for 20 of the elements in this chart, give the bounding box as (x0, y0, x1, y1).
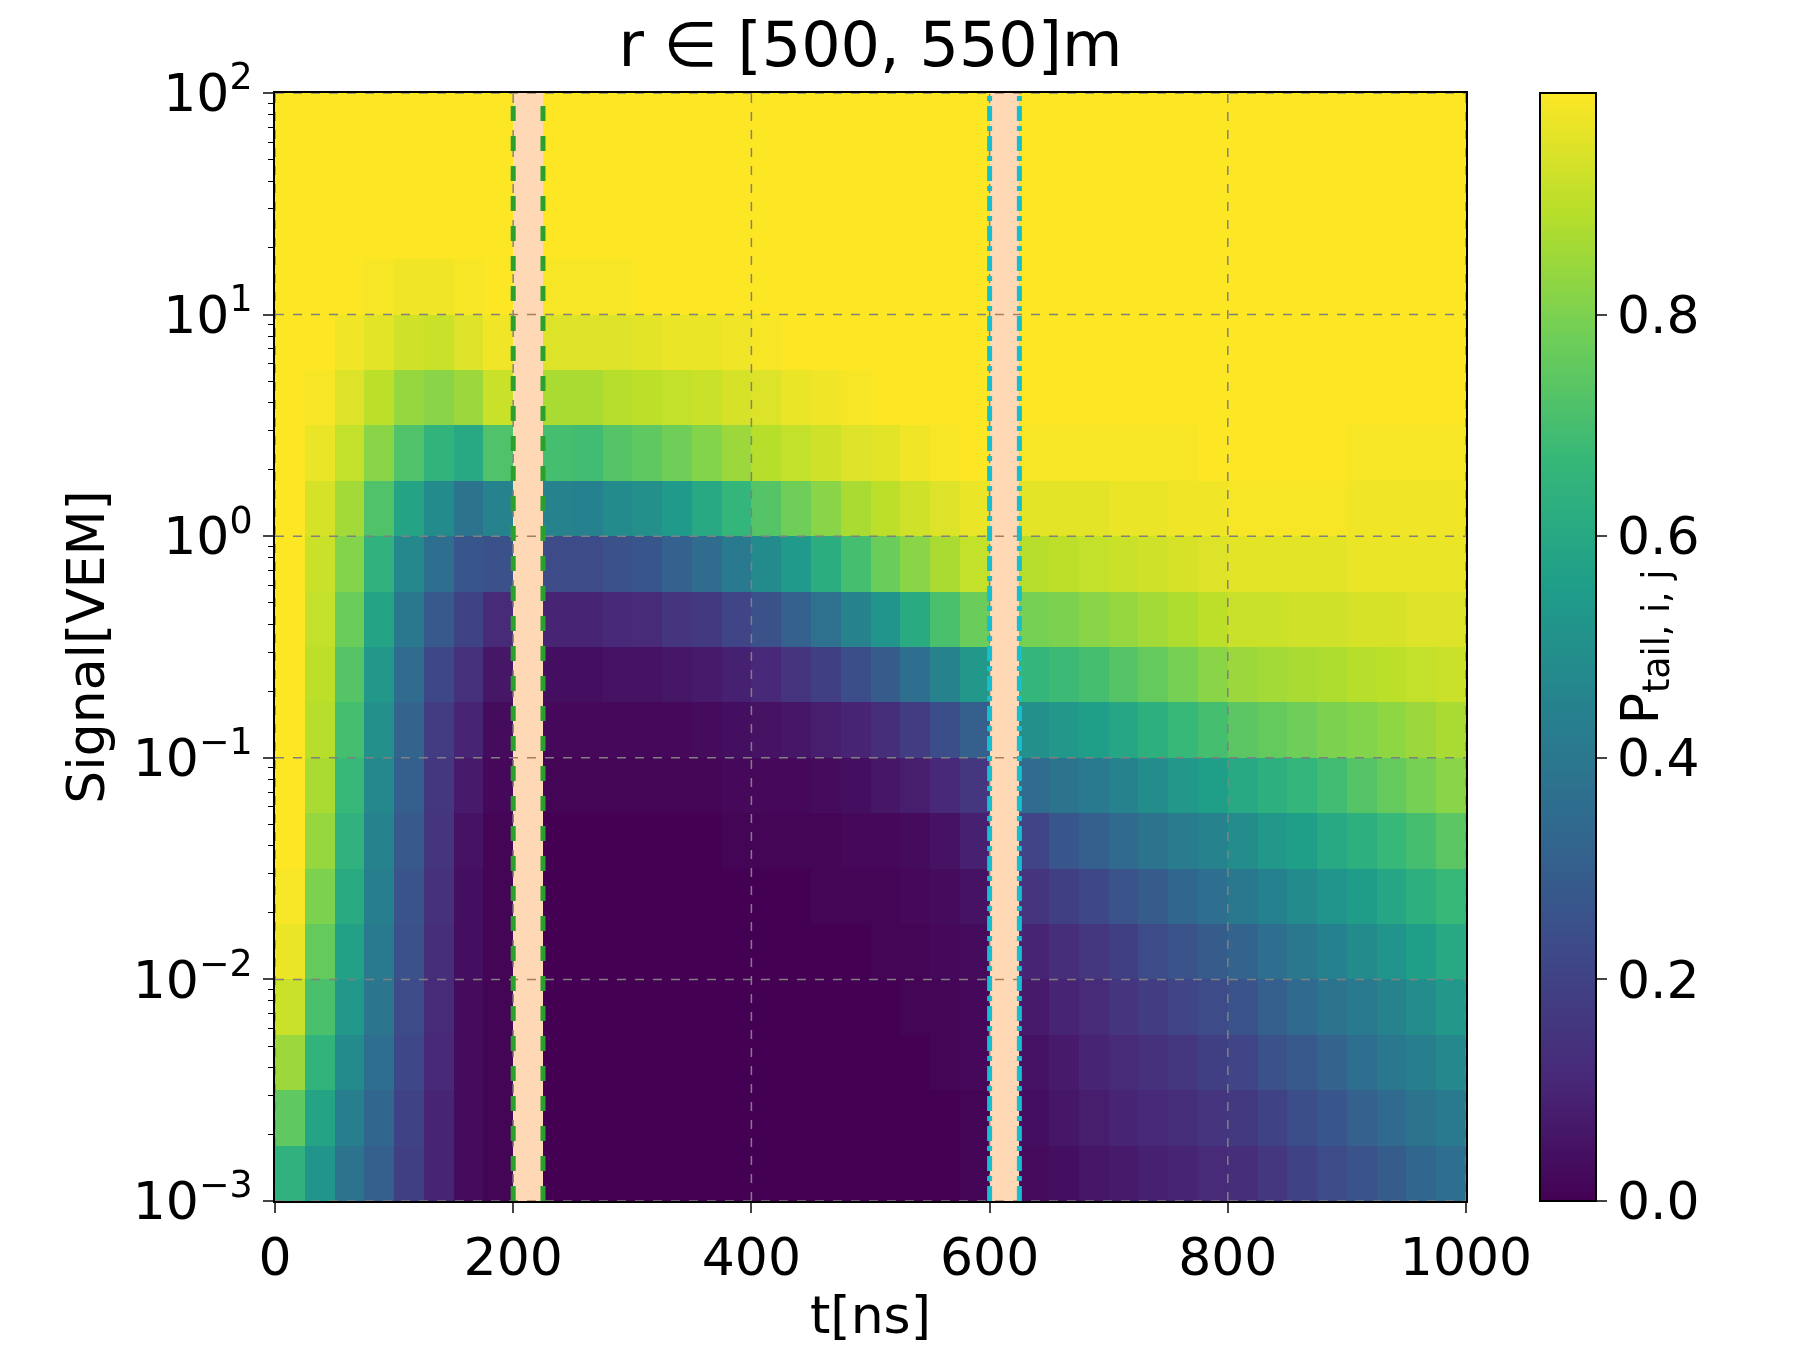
y-axis-title: Signal[VEM] (55, 490, 116, 804)
color-bar-label: 0.2 (1616, 949, 1700, 1010)
color-bar-label: 0.0 (1616, 1171, 1700, 1232)
y-tick-label: 10$^{0}$ (163, 498, 253, 567)
chart-title: r ∈ [500, 550]m (618, 7, 1123, 81)
y-tick-label: 10$^{−2}$ (132, 941, 253, 1010)
y-tick-label: 10$^{2}$ (163, 55, 253, 124)
x-tick-label: 400 (701, 1227, 802, 1288)
color-bar-label: 0.6 (1616, 506, 1700, 567)
color-bar-label: 0.8 (1616, 284, 1700, 345)
y-tick-label: 10$^{1}$ (163, 276, 253, 345)
y-tick-label: 10$^{−1}$ (132, 720, 253, 788)
y-tick-label: 10$^{−3}$ (132, 1163, 253, 1232)
x-tick-label: 600 (939, 1227, 1040, 1288)
x-axis-title: t[ns] (809, 1284, 932, 1345)
x-tick-label: 1000 (1399, 1227, 1533, 1288)
x-tick-label: 200 (463, 1227, 563, 1288)
x-tick-label: 0 (258, 1227, 292, 1288)
color-bar-label: 0.4 (1616, 728, 1700, 788)
x-tick-label: 800 (1178, 1227, 1278, 1288)
